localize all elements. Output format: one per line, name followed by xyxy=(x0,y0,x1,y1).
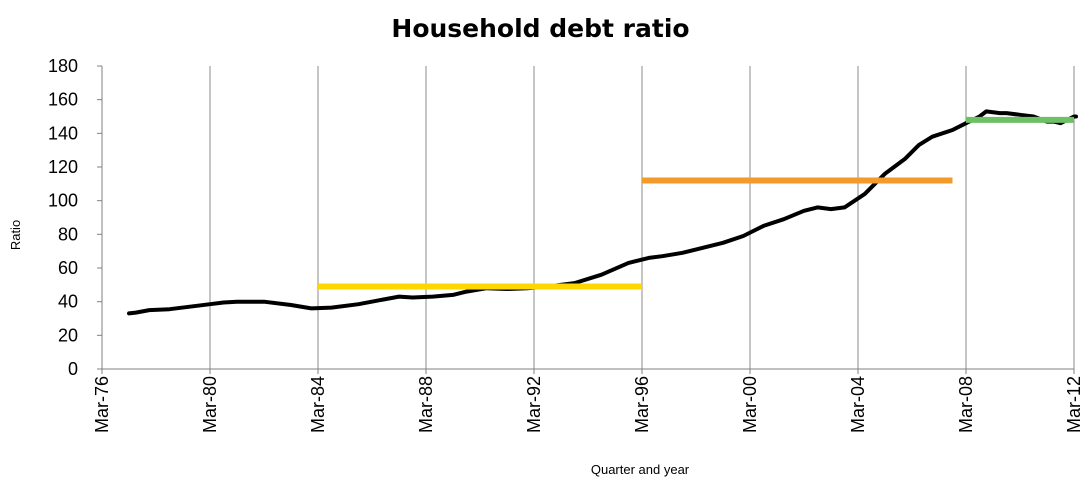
y-tick-label: 80 xyxy=(58,224,78,244)
y-tick-label: 100 xyxy=(48,191,78,211)
y-tick-label: 140 xyxy=(48,123,78,143)
x-tick-label: Mar-04 xyxy=(848,376,868,433)
y-tick-label: 40 xyxy=(58,292,78,312)
chart-title: Household debt ratio xyxy=(391,14,690,43)
series-line-debt-ratio xyxy=(127,109,1078,316)
y-tick-label: 180 xyxy=(48,56,78,76)
data-series xyxy=(127,109,1078,316)
y-tick-label: 160 xyxy=(48,90,78,110)
axes xyxy=(97,65,1075,374)
x-tick-label: Mar-84 xyxy=(308,376,328,433)
y-tick-label: 60 xyxy=(58,258,78,278)
x-tick-label: Mar-80 xyxy=(200,376,220,433)
x-tick-label: Mar-96 xyxy=(632,376,652,433)
y-tick-labels: 0 20 40 60 80 100 120 140 160 180 xyxy=(48,56,78,379)
x-tick-label: Mar-76 xyxy=(92,376,112,433)
x-tick-label: Mar-08 xyxy=(956,376,976,433)
x-tick-label: Mar-88 xyxy=(416,376,436,433)
gridlines xyxy=(209,66,1075,369)
x-axis-label: Quarter and year xyxy=(591,462,690,477)
y-tick-label: 120 xyxy=(48,157,78,177)
x-tick-labels: Mar-76 Mar-80 Mar-84 Mar-88 Mar-92 Mar-96 Mar-… xyxy=(92,376,1081,433)
y-axis-label: Ratio xyxy=(8,220,23,250)
y-tick-label: 20 xyxy=(58,325,78,345)
x-tick-label: Mar-92 xyxy=(524,376,544,433)
x-tick-label: Mar-12 xyxy=(1064,376,1081,433)
x-tick-label: Mar-00 xyxy=(740,376,760,433)
y-tick-label: 0 xyxy=(68,359,78,379)
